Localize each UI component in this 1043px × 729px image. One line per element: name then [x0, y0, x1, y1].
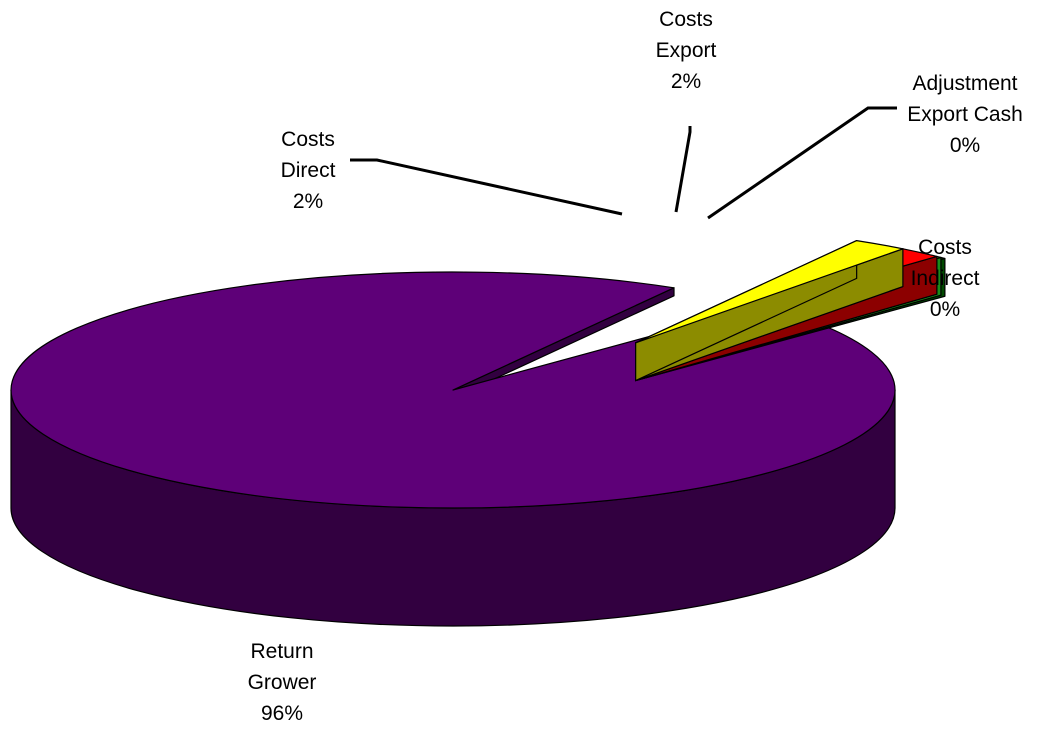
category-label: Costs: [281, 128, 335, 151]
label-costs-direct: Costs Direct 2%: [281, 128, 336, 213]
leader-line: [350, 158, 623, 216]
category-label: Indirect: [911, 267, 980, 290]
category-label: Costs: [918, 236, 972, 259]
slice-top: [635, 240, 904, 344]
slice-costs-direct: [635, 240, 904, 382]
category-label: Export: [656, 39, 717, 62]
percent-label: 0%: [950, 134, 980, 157]
label-costs-indirect: Costs Indirect 0%: [911, 236, 980, 321]
category-label: Costs: [659, 8, 713, 31]
category-label: Adjustment: [912, 72, 1017, 95]
label-return-grower: Return Grower 96%: [248, 640, 317, 725]
category-label: Grower: [248, 671, 317, 694]
slice-labels: Return Grower 96% Costs Direct 2% Costs Export 2…: [248, 8, 1023, 725]
percent-label: 96%: [261, 702, 303, 725]
label-adjustment-export-cash: Adjustment Export Cash 0%: [907, 72, 1023, 157]
percent-label: 0%: [930, 298, 960, 321]
category-label: Export Cash: [907, 103, 1023, 126]
leader-lines: [350, 106, 897, 220]
leader-line: [707, 106, 897, 220]
category-label: Direct: [281, 159, 336, 182]
label-costs-export: Costs Export 2%: [656, 8, 717, 93]
percent-label: 2%: [293, 190, 323, 213]
category-label: Return: [250, 640, 313, 663]
pie-tops: [10, 240, 946, 627]
percent-label: 2%: [671, 70, 701, 93]
leader-line: [674, 126, 692, 213]
